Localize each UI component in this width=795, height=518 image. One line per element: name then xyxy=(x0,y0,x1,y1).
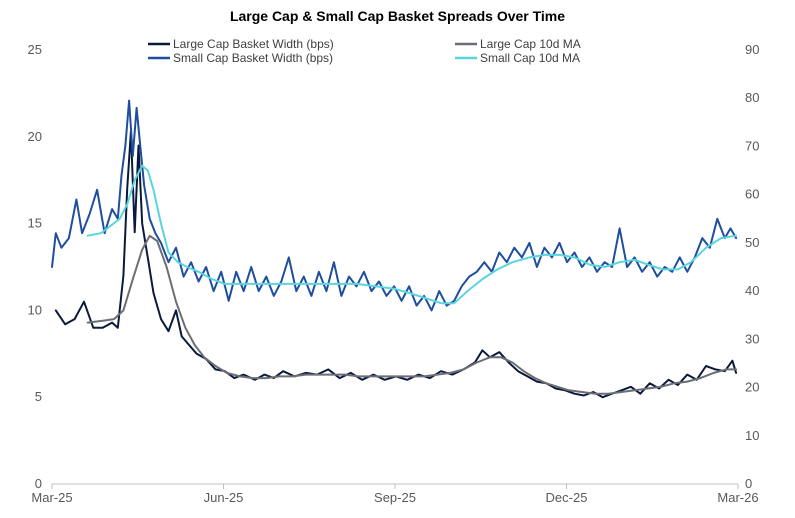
series-line-3 xyxy=(51,99,738,312)
y-left-tick-label: 10 xyxy=(28,302,42,317)
y-left-tick-label: 25 xyxy=(28,42,42,57)
series-line-4 xyxy=(86,164,738,305)
legend-label: Large Cap 10d MA xyxy=(480,37,581,51)
x-tick-label: Dec-25 xyxy=(546,490,588,505)
legend-label: Large Cap Basket Width (bps) xyxy=(173,37,334,51)
x-tick-label: Mar-26 xyxy=(717,490,758,505)
y-right-tick-label: 50 xyxy=(745,235,759,250)
y-right-tick-label: 10 xyxy=(745,428,759,443)
x-tick-label: Jun-25 xyxy=(204,490,244,505)
y-right-tick-label: 70 xyxy=(745,138,759,153)
y-left-tick-label: 5 xyxy=(35,389,42,404)
y-right-tick-label: 90 xyxy=(745,42,759,57)
chart-title: Large Cap & Small Cap Basket Spreads Ove… xyxy=(229,8,566,24)
y-right-tick-label: 0 xyxy=(745,476,752,491)
y-left-tick-label: 0 xyxy=(35,476,42,491)
y-right-tick-label: 60 xyxy=(745,187,759,202)
y-right-tick-label: 40 xyxy=(745,283,759,298)
y-right-tick-label: 80 xyxy=(745,90,759,105)
y-right-tick-label: 20 xyxy=(745,380,759,395)
y-right-tick-label: 30 xyxy=(745,331,759,346)
y-left-tick-label: 15 xyxy=(28,216,42,231)
series-line-2 xyxy=(86,234,738,395)
series-line-1 xyxy=(54,130,738,399)
legend-label: Small Cap 10d MA xyxy=(480,51,580,65)
y-left-tick-label: 20 xyxy=(28,129,42,144)
x-tick-label: Mar-25 xyxy=(31,490,72,505)
x-tick-label: Sep-25 xyxy=(374,490,416,505)
legend-label: Small Cap Basket Width (bps) xyxy=(173,51,333,65)
